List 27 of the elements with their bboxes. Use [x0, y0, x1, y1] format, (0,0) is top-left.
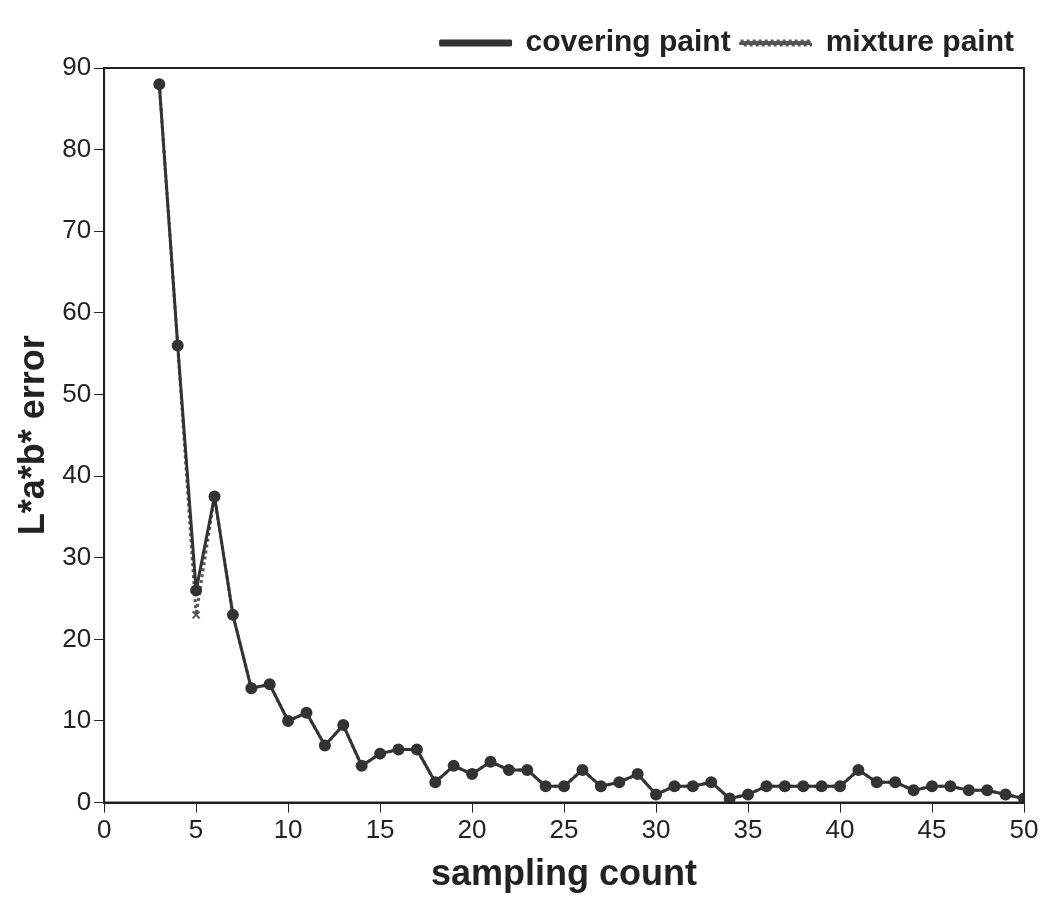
y-tick-label: 50 — [62, 377, 92, 408]
y-tick-label: 10 — [62, 704, 92, 735]
legend-label: mixture paint — [825, 24, 1015, 58]
x-tick-label: 10 — [273, 814, 303, 845]
x-tick-label: 25 — [549, 814, 579, 845]
y-tick-label: 70 — [62, 214, 92, 245]
point — [191, 610, 201, 620]
x-tick-label: 35 — [733, 814, 763, 845]
x-tick-label: 45 — [917, 814, 947, 845]
point — [190, 584, 203, 597]
y-axis-title: L*a*b* error — [10, 335, 52, 536]
y-tick-label: 20 — [62, 622, 92, 653]
y-tick-label: 80 — [62, 132, 92, 163]
x-tick-label: 30 — [641, 814, 671, 845]
y-tick-label: 60 — [62, 296, 92, 327]
y-tick-label: 40 — [62, 459, 92, 490]
x-tick-label: 40 — [825, 814, 855, 845]
y-tick-label: 0 — [76, 785, 92, 816]
x-tick-label: 50 — [1009, 814, 1039, 845]
x-tick-label: 0 — [96, 814, 112, 845]
y-tick-label: 90 — [62, 51, 92, 82]
x-tick-label: 15 — [365, 814, 395, 845]
x-tick-label: 20 — [457, 814, 487, 845]
x-tick-label: 5 — [188, 814, 204, 845]
legend-label: covering paint — [525, 24, 731, 58]
x-axis-title: sampling count — [431, 852, 698, 894]
y-tick-label: 30 — [62, 540, 92, 571]
